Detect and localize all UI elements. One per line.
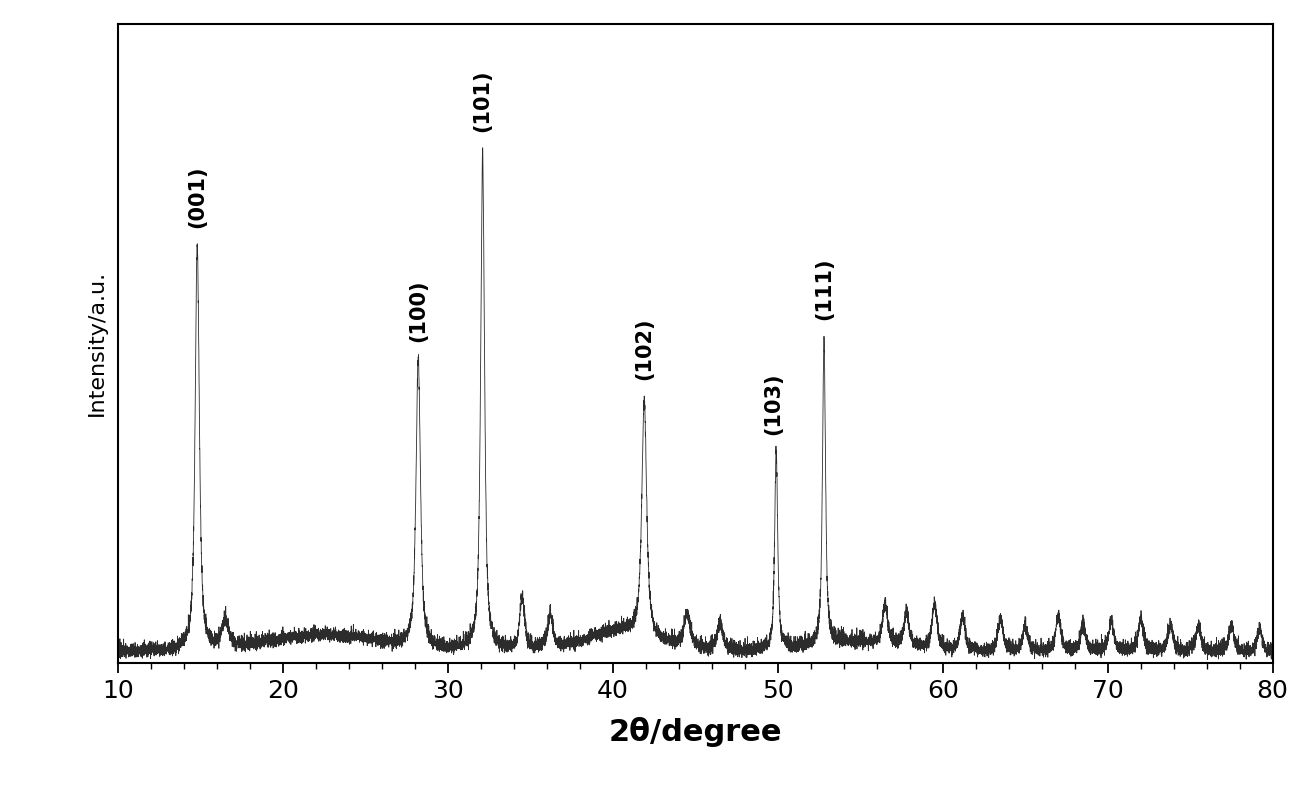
Y-axis label: Intensity/a.u.: Intensity/a.u. [87, 271, 108, 416]
Text: (101): (101) [472, 69, 492, 133]
Text: (001): (001) [188, 166, 207, 228]
Text: (103): (103) [762, 372, 783, 435]
X-axis label: 2θ/degree: 2θ/degree [609, 718, 782, 747]
Text: (102): (102) [634, 318, 655, 380]
Text: (111): (111) [813, 258, 834, 321]
Text: (100): (100) [408, 280, 428, 342]
